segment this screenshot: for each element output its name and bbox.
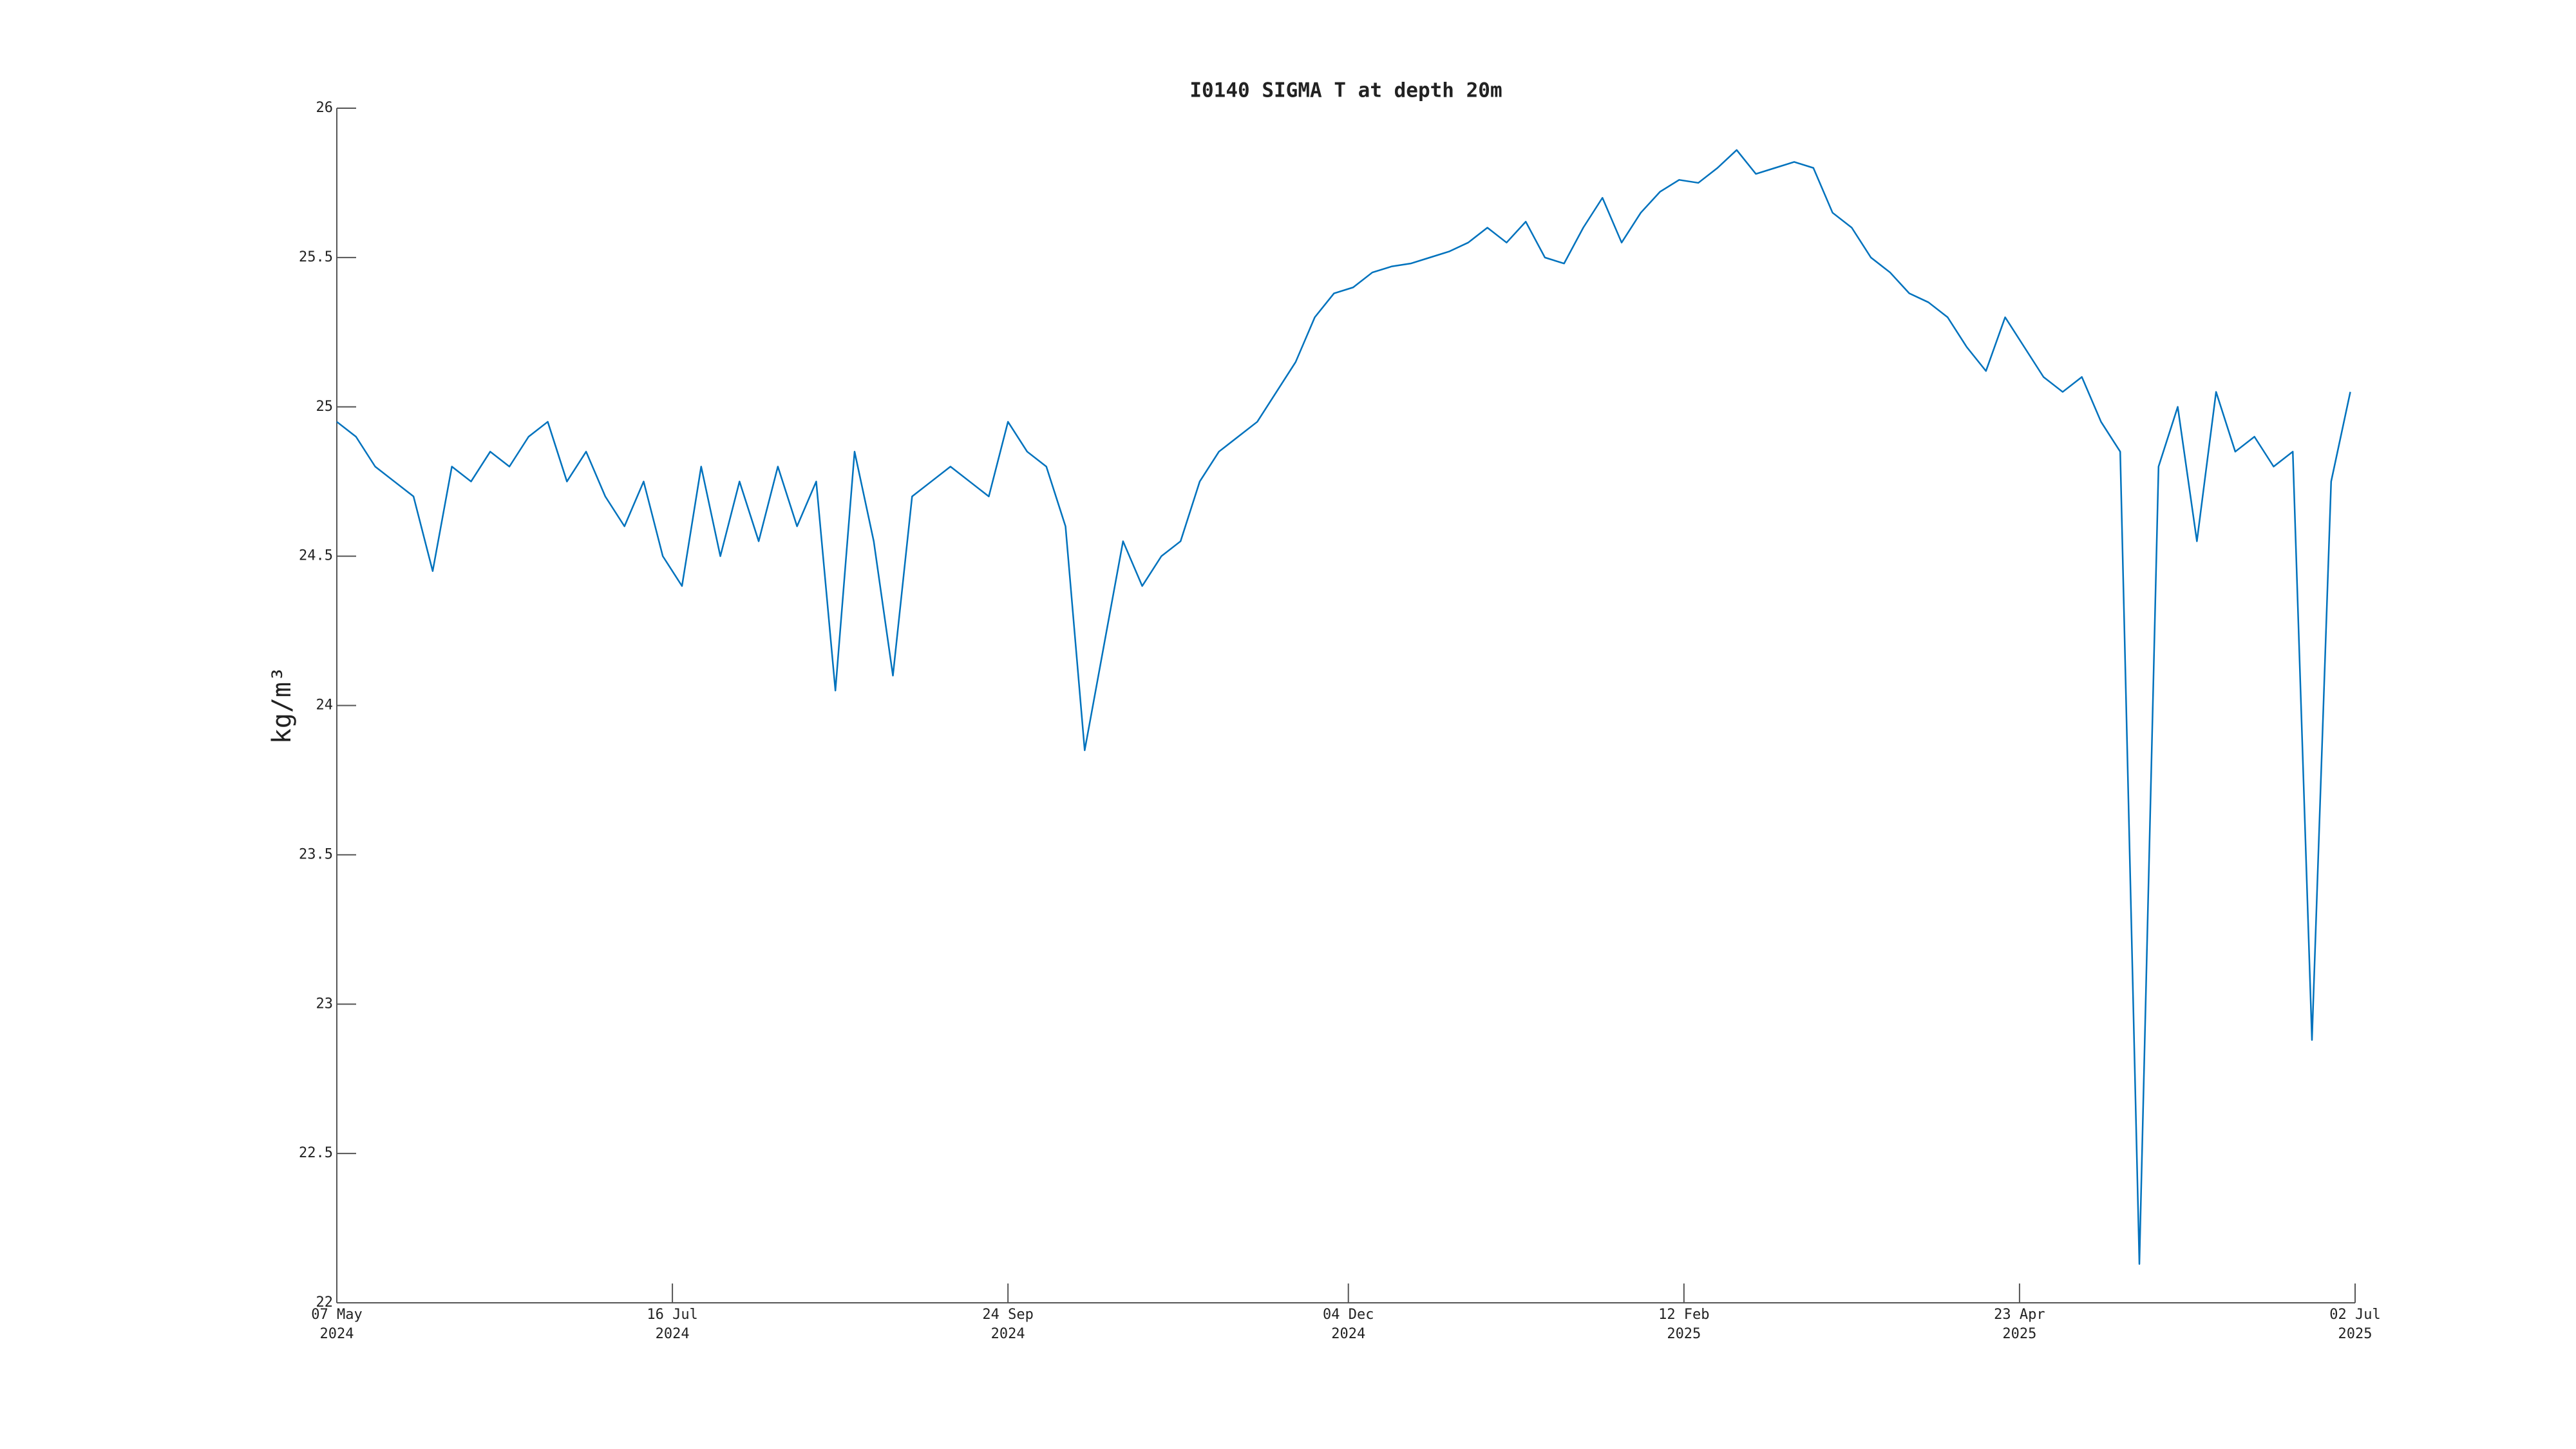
- data-line: [336, 149, 2351, 1265]
- y-tick-label: 23: [316, 996, 334, 1012]
- x-tick-label: 02 Jul 2025: [2329, 1307, 2381, 1342]
- y-tick-label: 22: [316, 1294, 334, 1311]
- x-tick-label: 04 Dec 2024: [1322, 1307, 1374, 1342]
- y-axis-label: kg/m³: [267, 667, 297, 744]
- x-tick-label: 12 Feb 2025: [1658, 1307, 1710, 1342]
- x-tick-label: 24 Sep 2024: [982, 1307, 1034, 1342]
- y-tick-label: 25: [316, 399, 334, 415]
- y-tick-label: 22.5: [299, 1145, 333, 1161]
- y-tick-label: 24: [316, 697, 334, 714]
- x-tick-label: 23 Apr 2025: [1994, 1307, 2045, 1342]
- x-tick-label: 16 Jul 2024: [647, 1307, 698, 1342]
- x-tick-label: 07 May 2024: [311, 1307, 363, 1342]
- y-tick-label: 25.5: [299, 249, 333, 265]
- y-tick-label: 23.5: [299, 846, 333, 862]
- y-tick-label: 24.5: [299, 548, 333, 564]
- y-tick-label: 26: [316, 100, 334, 116]
- chart-title: I0140 SIGMA T at depth 20m: [1189, 79, 1502, 102]
